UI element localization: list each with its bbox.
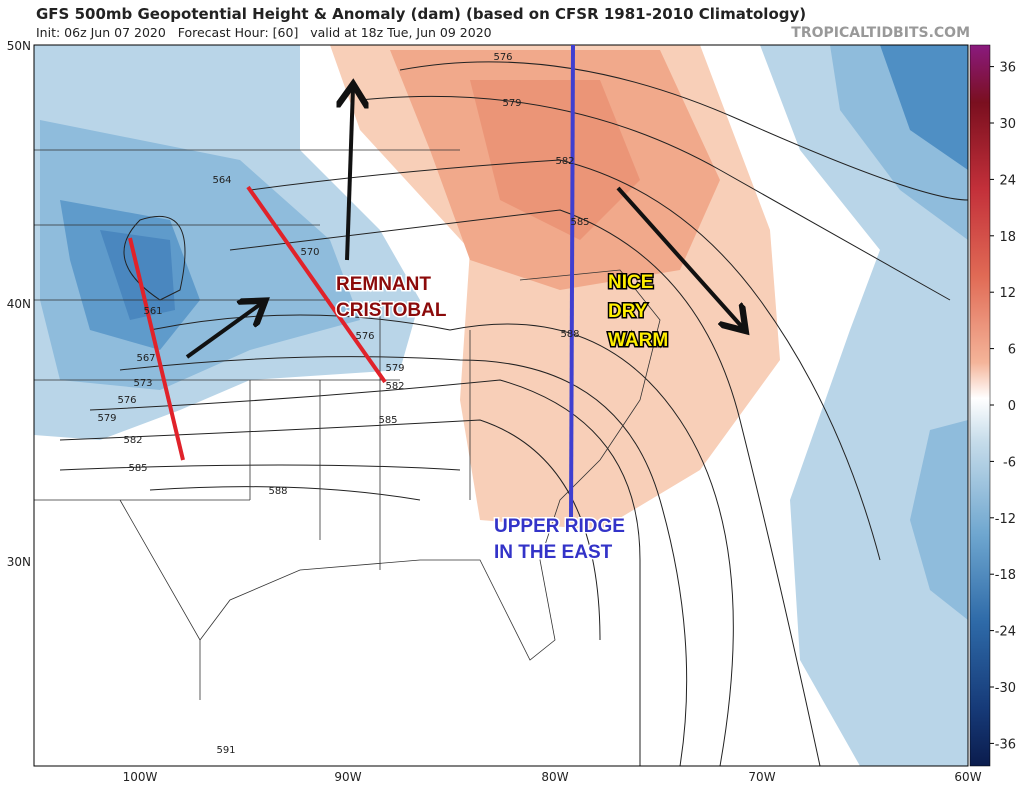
annotation-nice: WARM [608,330,668,351]
lon-label: 80W [541,770,568,784]
labels: 50N 40N 30N 100W 90W 80W 70W 60W 36 30 24 18 12 6 0 -6 -… [7,39,1016,784]
contour-label: 585 [378,415,397,426]
colorbar-label: 24 [999,173,1016,188]
colorbar-label: -18 [995,568,1016,583]
colorbar-label: 30 [999,117,1016,132]
colorbar-label: 18 [999,230,1016,245]
contour-label: 576 [117,395,136,406]
contour-label: 579 [502,98,521,109]
annotation-remnant: CRISTOBAL [336,300,447,321]
contour-label: 588 [560,329,579,340]
colorbar-label: -36 [995,737,1016,752]
contour-label: 561 [143,306,162,317]
annotation-arrows [128,44,743,521]
lat-label: 50N [7,39,31,53]
colorbar-label: -24 [995,625,1016,640]
lon-label: 90W [334,770,361,784]
contour-label: 582 [385,381,404,392]
colorbar-label: -30 [995,681,1016,696]
contour-label: 591 [216,745,235,756]
annotation-nice: DRY [608,301,648,322]
contour-label: 567 [136,353,155,364]
lon-label: 60W [954,770,981,784]
colorbar-label: -6 [1003,455,1016,470]
contour-label: 585 [128,463,147,474]
contour-label: 570 [300,247,319,258]
colorbar-label: 12 [999,286,1016,301]
colorbar-label: 0 [1008,399,1016,414]
lat-label: 30N [7,555,31,569]
contour-label: 576 [355,331,374,342]
colorbar [969,44,991,767]
contour-label: 588 [268,486,287,497]
contour-label: 582 [123,435,142,446]
lon-label: 100W [123,770,158,784]
contour-label: 579 [385,363,404,374]
credit: TROPICALTIDBITS.COM [791,25,970,41]
subtitle: Init: 06z Jun 07 2020 Forecast Hour: [60… [36,25,492,40]
lat-label: 40N [7,297,31,311]
annotation-nice: NICE [608,272,653,293]
annotation-ridge: IN THE EAST [494,542,613,563]
contour-label: 573 [133,378,152,389]
lon-label: 70W [748,770,775,784]
colorbar-label: -12 [995,512,1016,527]
annotation-ridge: UPPER RIDGE [494,516,625,537]
annotation-remnant: REMNANT [336,274,431,295]
colorbar-label: 6 [1008,343,1016,358]
contour-label: 576 [493,52,512,63]
contour-label: 582 [555,156,574,167]
map-frame [33,44,969,767]
contour-label: 579 [97,413,116,424]
contour-label: 585 [570,217,589,228]
contour-label: 564 [212,175,231,186]
map-area [34,45,968,766]
colorbar-label: 36 [999,61,1016,76]
title: GFS 500mb Geopotential Height & Anomaly … [36,5,806,23]
